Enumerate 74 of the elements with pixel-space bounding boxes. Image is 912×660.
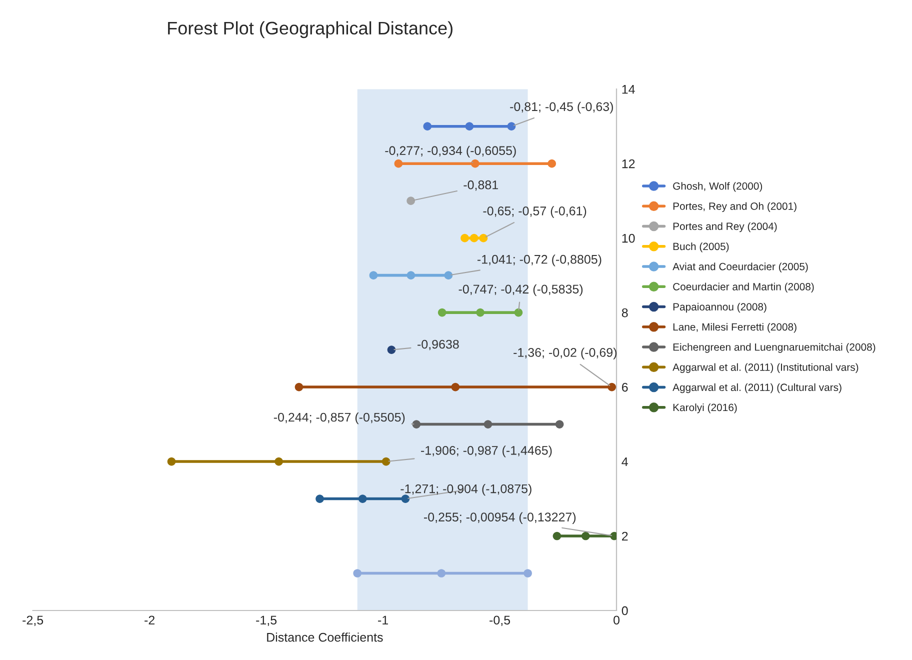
point: [484, 420, 492, 428]
point: [406, 271, 416, 280]
legend-label: Coeurdacier and Martin (2008): [673, 282, 814, 292]
legend-label: Papaioannou (2008): [673, 302, 766, 313]
point: [465, 122, 474, 131]
annotation: -0,65; -0,57 (-0,61): [483, 206, 586, 218]
y-tick-label: 4: [622, 457, 628, 466]
annotation: -1,906; -0,987 (-1,4465): [421, 446, 552, 458]
point: [401, 494, 410, 503]
point: [460, 234, 469, 242]
point: [608, 382, 616, 392]
annotation: -0,255; -0,00954 (-0,13227): [424, 512, 576, 524]
legend-label: Lane, Milesi Ferretti (2008): [673, 322, 796, 333]
point: [394, 159, 403, 168]
point: [507, 122, 516, 131]
y-tick-label: 14: [622, 85, 635, 94]
point: [524, 569, 532, 578]
annotation: -0,9638: [418, 340, 459, 350]
legend-label: Aviat and Coeurdacier (2005): [672, 262, 808, 272]
annotation: -0,747; -0,42 (-0,5835): [458, 284, 583, 296]
x-tick-label: -0,5: [490, 616, 510, 626]
annotation: -0,81; -0,45 (-0,63): [510, 102, 613, 114]
point: [382, 457, 390, 466]
x-tick-label: -1,5: [256, 616, 277, 626]
legend-label: Ghosh, Wolf (2000): [673, 182, 762, 192]
point: [369, 271, 378, 280]
y-tick-label: 0: [622, 606, 628, 616]
point: [274, 457, 283, 466]
point: [438, 308, 446, 317]
y-tick-label: 12: [622, 159, 635, 168]
point: [476, 308, 484, 317]
chart-title: Forest Plot (Geographical Distance): [168, 21, 452, 38]
point: [406, 196, 415, 205]
y-tick-label: 10: [622, 234, 635, 243]
x-tick-label: -1: [378, 616, 388, 624]
annotation: -0,881: [464, 180, 498, 191]
x-tick-label: 0: [614, 616, 620, 625]
y-tick-label: 8: [622, 308, 628, 318]
y-tick-label: 2: [622, 532, 628, 541]
legend-label: Karolyi (2016): [673, 404, 737, 414]
point: [437, 569, 446, 578]
point: [555, 420, 564, 428]
annotation: -0,277; -0,934 (-0,6055): [385, 146, 516, 158]
y-tick-label: 6: [622, 382, 628, 392]
point: [316, 494, 324, 503]
legend-label: Portes, Rey and Oh (2001): [673, 202, 796, 212]
point: [167, 457, 176, 466]
point: [387, 346, 396, 354]
x-tick-label: -2,5: [22, 616, 44, 626]
legend-label: Aggarwal et al. (2011) (Cultural vars): [672, 383, 842, 394]
annotation: -1,041; -0,72 (-0,8805): [477, 254, 602, 266]
point: [548, 159, 556, 168]
point: [423, 122, 432, 131]
point: [470, 234, 478, 242]
x-tick-label: -2: [144, 616, 154, 624]
legend-label: Portes and Rey (2004): [673, 222, 777, 232]
point: [470, 159, 480, 168]
annotation: -1,271; -0,904 (-1,0875): [400, 484, 532, 496]
annotation: -0,244; -0,857 (-0,5505): [274, 412, 405, 424]
legend-label: Buch (2005): [673, 242, 729, 252]
point: [412, 420, 421, 428]
x-axis-title: Distance Coefficients: [267, 632, 383, 642]
point: [444, 271, 453, 280]
legend-label: Eichengreen and Luengnaruemitchai (2008): [673, 343, 876, 353]
point: [451, 382, 460, 392]
point: [353, 569, 362, 578]
point: [514, 308, 523, 317]
point: [581, 532, 590, 540]
point: [358, 494, 367, 503]
legend-label: Aggarwal et al. (2011) (Institutional vars): [672, 363, 858, 373]
point: [552, 532, 562, 540]
point: [294, 382, 304, 392]
annotation: -1,36; -0,02 (-0,69): [514, 348, 616, 360]
point: [479, 234, 488, 242]
